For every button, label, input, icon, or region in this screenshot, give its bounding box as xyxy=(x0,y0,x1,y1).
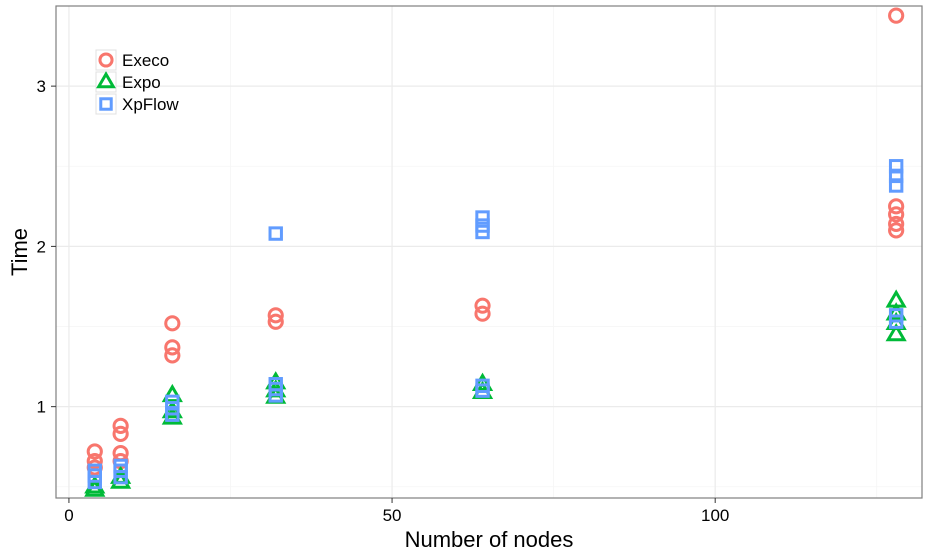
legend-label: Expo xyxy=(122,73,161,92)
legend-item-execo: Execo xyxy=(95,49,169,71)
data-point-xpflow xyxy=(888,159,904,174)
data-point-expo xyxy=(885,322,907,342)
data-point-execo xyxy=(888,215,905,233)
data-point-xpflow xyxy=(165,394,180,410)
data-point-expo xyxy=(885,302,907,321)
x-axis: 0 50 100 xyxy=(64,498,729,525)
legend-key-marker xyxy=(96,71,116,89)
legend-key-marker xyxy=(99,97,113,111)
series-execo xyxy=(86,7,905,476)
data-point-expo xyxy=(110,470,132,489)
y-axis-title: Time xyxy=(7,228,32,276)
data-point-execo xyxy=(888,198,905,215)
data-point-expo xyxy=(471,372,494,391)
data-point-xpflow xyxy=(87,463,102,478)
data-point-xpflow xyxy=(475,218,490,233)
legend-key-box xyxy=(95,93,117,115)
data-point-xpflow xyxy=(888,308,904,323)
data-point-xpflow xyxy=(475,378,490,394)
data-point-xpflow xyxy=(888,178,904,193)
y-tick-label: 3 xyxy=(37,77,46,96)
x-tick-label: 100 xyxy=(701,506,729,525)
legend-label: Execo xyxy=(122,51,169,70)
data-point-expo xyxy=(885,289,907,308)
data-point-execo xyxy=(164,339,181,356)
x-axis-title: Number of nodes xyxy=(405,527,574,552)
data-point-expo xyxy=(265,371,287,390)
data-point-execo xyxy=(474,305,491,322)
legend-item-xpflow: XpFlow xyxy=(95,93,179,115)
data-point-xpflow xyxy=(888,168,904,184)
data-point-xpflow xyxy=(268,226,283,241)
plot-panel-border xyxy=(55,5,923,499)
y-axis: 1 2 3 xyxy=(37,77,56,417)
data-point-execo xyxy=(164,315,181,332)
data-point-execo xyxy=(888,206,905,223)
data-point-execo xyxy=(112,425,129,442)
data-point-xpflow xyxy=(268,377,283,392)
data-point-expo xyxy=(84,475,106,494)
legend-key-marker xyxy=(98,52,114,68)
x-tick-label: 50 xyxy=(383,506,402,525)
data-point-execo xyxy=(888,7,905,24)
data-point-execo xyxy=(164,347,181,364)
y-tick-label: 2 xyxy=(37,237,46,256)
data-point-execo xyxy=(86,443,103,460)
series-expo xyxy=(84,289,907,497)
data-point-execo xyxy=(888,222,905,239)
y-tick-label: 1 xyxy=(37,398,46,417)
data-point-execo xyxy=(474,297,491,314)
data-point-xpflow xyxy=(113,458,128,474)
data-point-execo xyxy=(86,453,103,470)
data-point-execo xyxy=(267,313,284,330)
data-point-execo xyxy=(112,417,129,434)
data-point-expo xyxy=(161,383,183,403)
legend-label: XpFlow xyxy=(122,95,179,114)
legend: Execo Expo XpFlow xyxy=(95,49,179,115)
data-point-xpflow xyxy=(475,210,490,225)
x-tick-label: 0 xyxy=(64,506,73,525)
series-xpflow xyxy=(87,159,904,490)
data-points xyxy=(84,7,907,497)
legend-item-expo: Expo xyxy=(95,71,161,93)
grid xyxy=(56,5,922,498)
data-point-execo xyxy=(267,307,284,324)
